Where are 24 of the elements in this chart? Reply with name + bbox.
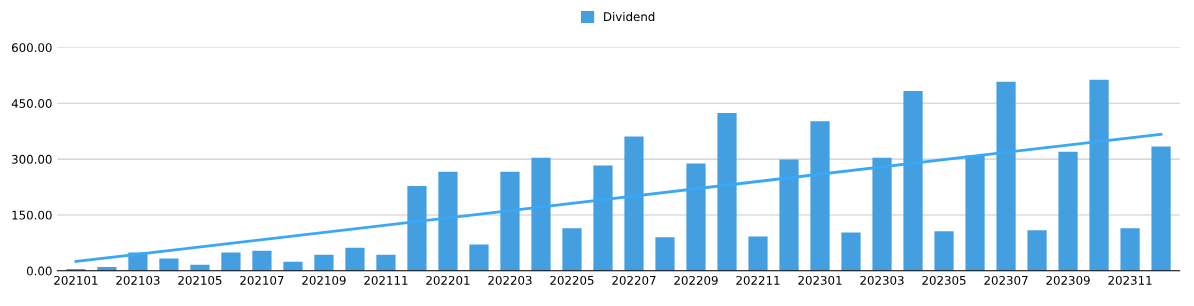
x-tick-label: 202203 bbox=[488, 275, 532, 285]
x-tick-label: 202309 bbox=[1046, 275, 1090, 285]
y-tick-label: 450.00 bbox=[11, 99, 52, 108]
x-tick-label: 202211 bbox=[736, 275, 780, 285]
legend-label: Dividend bbox=[604, 11, 655, 22]
x-tick-label: 202311 bbox=[1108, 275, 1152, 285]
x-tick-label: 202105 bbox=[178, 275, 222, 285]
x-tick-label: 202107 bbox=[240, 275, 284, 285]
x-tick-label: 202201 bbox=[426, 275, 470, 285]
y-tick-label: 300.00 bbox=[12, 154, 52, 164]
x-tick-label: 202301 bbox=[798, 275, 842, 285]
y-tick-label: 150.00 bbox=[12, 210, 52, 220]
x-tick-label: 202101 bbox=[54, 275, 98, 285]
y-tick-label: 0.00 bbox=[26, 266, 52, 276]
x-tick-label: 202205 bbox=[550, 275, 594, 285]
x-tick-label: 202307 bbox=[984, 275, 1028, 285]
y-tick-label: 600.00 bbox=[11, 43, 52, 53]
x-tick-label: 202209 bbox=[674, 275, 718, 285]
x-tick-label: 202207 bbox=[612, 275, 656, 285]
x-tick-label: 202109 bbox=[302, 275, 346, 285]
x-tick-label: 202111 bbox=[364, 275, 408, 285]
x-tick-label: 202303 bbox=[860, 275, 904, 285]
x-tick-label: 202305 bbox=[922, 275, 966, 285]
x-tick-label: 202103 bbox=[116, 275, 160, 285]
